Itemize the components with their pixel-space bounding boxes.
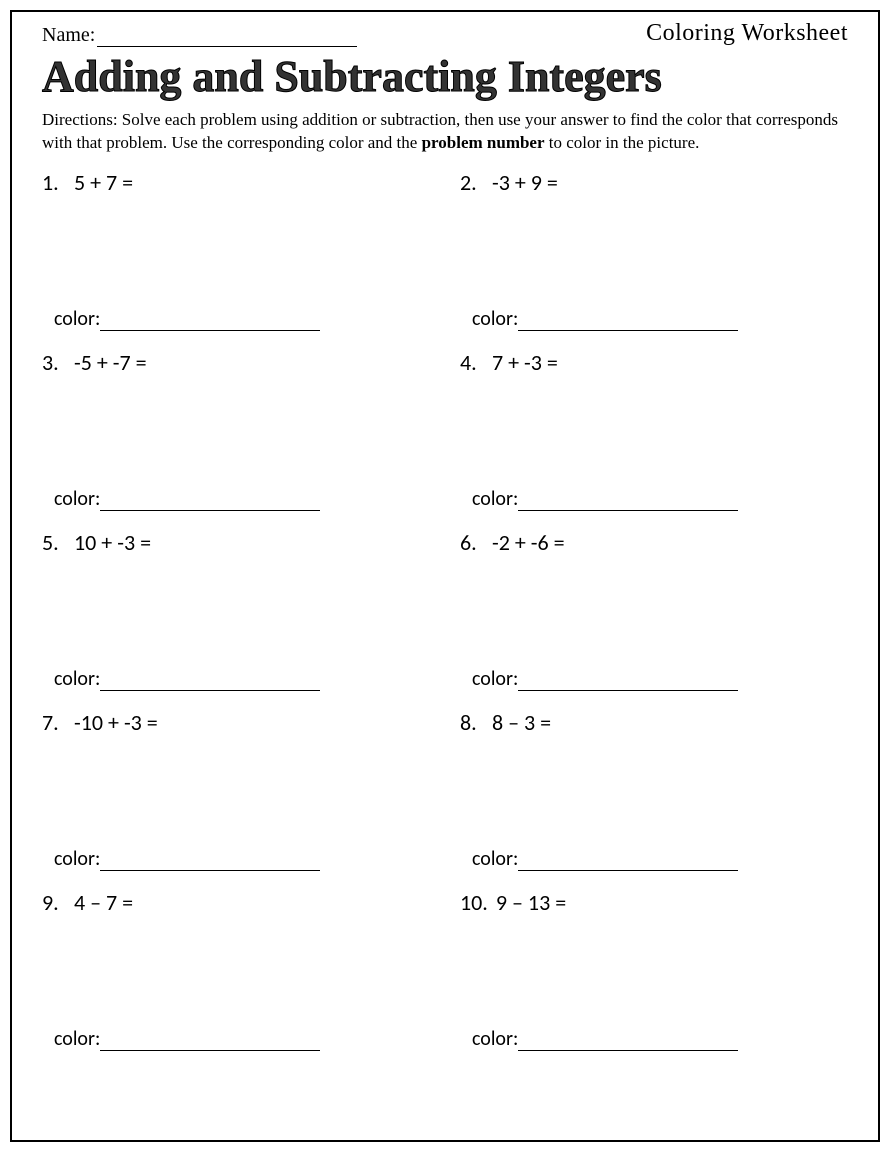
problem-number: 1. [42, 169, 66, 196]
problem-text: 7. -10 + -3 = [42, 709, 430, 736]
problem-expression: 8 – 3 = [492, 709, 551, 736]
problem-text: 3. -5 + -7 = [42, 349, 430, 376]
problem-expression: 5 + 7 = [74, 169, 133, 196]
color-label: color: [54, 667, 100, 691]
problem-text: 1. 5 + 7 = [42, 169, 430, 196]
color-blank-line[interactable] [100, 313, 320, 331]
problem-expression: 9 – 13 = [496, 889, 566, 916]
problem-number: 9. [42, 889, 66, 916]
color-label: color: [472, 487, 518, 511]
page-title: Adding and Subtracting Integers [42, 55, 848, 99]
problem-number: 7. [42, 709, 66, 736]
problem-expression: -10 + -3 = [74, 709, 158, 736]
color-row: color: [54, 847, 320, 871]
problem-number: 3. [42, 349, 66, 376]
color-blank-line[interactable] [518, 1033, 738, 1051]
problem-text: 9. 4 – 7 = [42, 889, 430, 916]
problem-3: 3. -5 + -7 = color: [42, 349, 430, 529]
color-row: color: [54, 667, 320, 691]
problem-number: 5. [42, 529, 66, 556]
color-blank-line[interactable] [518, 673, 738, 691]
color-blank-line[interactable] [518, 313, 738, 331]
directions-bold: problem number [422, 133, 545, 152]
color-row: color: [472, 847, 738, 871]
problem-number: 10. [460, 889, 488, 916]
problem-number: 6. [460, 529, 484, 556]
problem-6: 6. -2 + -6 = color: [460, 529, 848, 709]
color-row: color: [472, 667, 738, 691]
problem-expression: -2 + -6 = [492, 529, 565, 556]
directions-text: Directions: Solve each problem using add… [42, 109, 848, 155]
worksheet-page: Name: Coloring Worksheet Adding and Subt… [10, 10, 880, 1142]
color-label: color: [54, 847, 100, 871]
color-blank-line[interactable] [100, 493, 320, 511]
name-blank-line[interactable] [97, 27, 357, 47]
problem-expression: 10 + -3 = [74, 529, 151, 556]
problem-4: 4. 7 + -3 = color: [460, 349, 848, 529]
problem-number: 4. [460, 349, 484, 376]
name-field: Name: [42, 24, 357, 47]
color-label: color: [472, 307, 518, 331]
problem-text: 5. 10 + -3 = [42, 529, 430, 556]
color-row: color: [472, 487, 738, 511]
problem-10: 10. 9 – 13 = color: [460, 889, 848, 1069]
problem-expression: -3 + 9 = [492, 169, 558, 196]
problem-2: 2. -3 + 9 = color: [460, 169, 848, 349]
color-row: color: [54, 307, 320, 331]
problem-1: 1. 5 + 7 = color: [42, 169, 430, 349]
color-row: color: [54, 487, 320, 511]
problem-7: 7. -10 + -3 = color: [42, 709, 430, 889]
problem-5: 5. 10 + -3 = color: [42, 529, 430, 709]
problem-text: 10. 9 – 13 = [460, 889, 848, 916]
color-label: color: [472, 847, 518, 871]
problem-expression: 4 – 7 = [74, 889, 133, 916]
color-label: color: [54, 307, 100, 331]
color-label: color: [472, 1027, 518, 1051]
problem-9: 9. 4 – 7 = color: [42, 889, 430, 1069]
problems-grid: 1. 5 + 7 = color: 2. -3 + 9 = color: 3. … [42, 169, 848, 1069]
color-blank-line[interactable] [518, 493, 738, 511]
problem-8: 8. 8 – 3 = color: [460, 709, 848, 889]
worksheet-type: Coloring Worksheet [646, 20, 848, 47]
directions-suffix: to color in the picture. [545, 133, 700, 152]
problem-expression: 7 + -3 = [492, 349, 558, 376]
problem-number: 8. [460, 709, 484, 736]
color-row: color: [54, 1027, 320, 1051]
color-blank-line[interactable] [100, 853, 320, 871]
color-row: color: [472, 307, 738, 331]
problem-text: 6. -2 + -6 = [460, 529, 848, 556]
color-label: color: [472, 667, 518, 691]
color-blank-line[interactable] [100, 1033, 320, 1051]
header-row: Name: Coloring Worksheet [42, 24, 848, 47]
problem-text: 2. -3 + 9 = [460, 169, 848, 196]
color-blank-line[interactable] [518, 853, 738, 871]
name-label: Name: [42, 24, 95, 47]
problem-number: 2. [460, 169, 484, 196]
color-row: color: [472, 1027, 738, 1051]
color-blank-line[interactable] [100, 673, 320, 691]
problem-text: 8. 8 – 3 = [460, 709, 848, 736]
color-label: color: [54, 487, 100, 511]
problem-expression: -5 + -7 = [74, 349, 147, 376]
color-label: color: [54, 1027, 100, 1051]
problem-text: 4. 7 + -3 = [460, 349, 848, 376]
